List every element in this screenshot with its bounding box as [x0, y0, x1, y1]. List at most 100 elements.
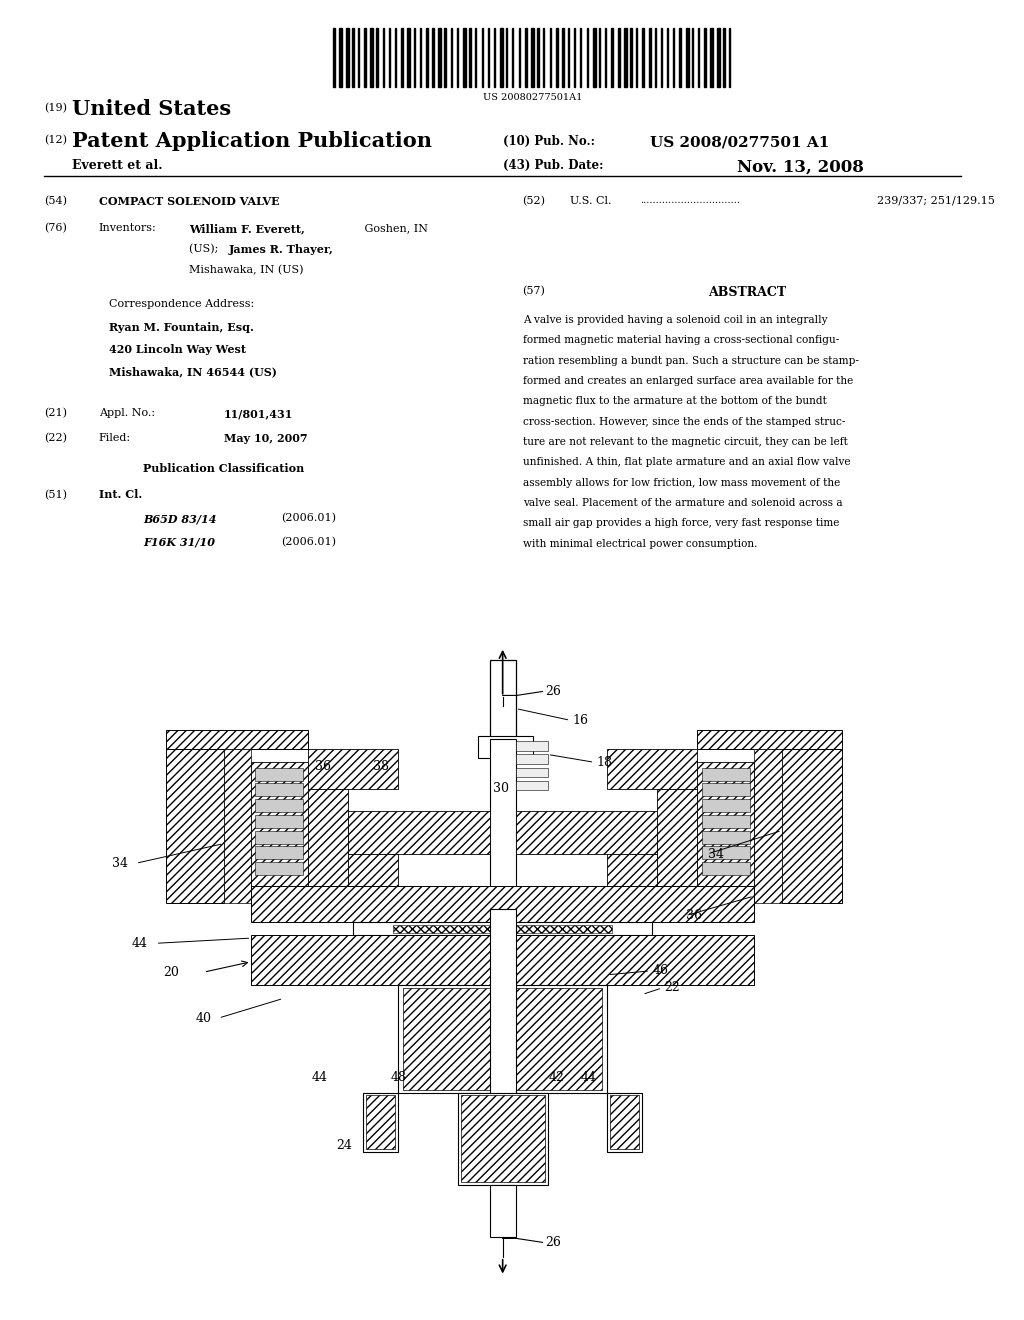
Bar — [432, 28, 434, 87]
Bar — [377, 28, 378, 87]
Text: Ryan M. Fountain, Esq.: Ryan M. Fountain, Esq. — [109, 322, 254, 333]
Text: ABSTRACT: ABSTRACT — [708, 286, 786, 300]
Bar — [702, 862, 750, 875]
Bar — [365, 28, 366, 87]
Text: Filed:: Filed: — [99, 433, 131, 444]
Bar — [711, 28, 713, 87]
Bar — [610, 1096, 639, 1150]
Bar — [255, 799, 303, 812]
Bar — [463, 28, 466, 87]
Bar — [702, 799, 750, 812]
Bar — [516, 755, 548, 764]
Bar — [255, 830, 303, 843]
Bar — [611, 28, 613, 87]
Bar — [550, 28, 551, 87]
Bar — [348, 854, 398, 886]
Bar — [403, 987, 602, 1090]
Text: 24: 24 — [336, 1139, 352, 1152]
Text: Publication Classification: Publication Classification — [143, 463, 304, 474]
Bar — [426, 28, 428, 87]
Text: 26: 26 — [546, 685, 561, 698]
Text: Appl. No.:: Appl. No.: — [99, 408, 155, 418]
Bar — [408, 28, 411, 87]
Bar — [702, 814, 750, 828]
Bar — [223, 750, 252, 903]
Bar — [562, 28, 564, 87]
Text: COMPACT SOLENOID VALVE: COMPACT SOLENOID VALVE — [99, 195, 280, 207]
Bar — [398, 985, 607, 1093]
Text: (52): (52) — [522, 195, 546, 206]
Text: 26: 26 — [546, 1236, 561, 1249]
Bar — [702, 767, 750, 780]
Bar — [556, 28, 558, 87]
Bar — [494, 28, 496, 87]
Bar — [457, 28, 459, 87]
Bar — [607, 750, 697, 788]
Bar — [345, 28, 349, 87]
Bar — [351, 28, 353, 87]
Bar — [607, 1093, 642, 1152]
Text: 20: 20 — [164, 966, 179, 978]
Bar — [702, 846, 750, 859]
Text: F16K 31/10: F16K 31/10 — [143, 537, 216, 548]
Text: 18: 18 — [596, 756, 612, 768]
Text: Correspondence Address:: Correspondence Address: — [109, 300, 254, 309]
Bar — [686, 28, 688, 87]
Bar — [705, 28, 706, 87]
Text: Goshen, IN: Goshen, IN — [361, 223, 428, 234]
Text: Everett et al.: Everett et al. — [72, 158, 163, 172]
Bar — [255, 846, 303, 859]
Text: 34: 34 — [112, 857, 128, 870]
Text: 11/801,431: 11/801,431 — [223, 408, 293, 420]
Bar — [516, 742, 548, 751]
Bar — [333, 28, 335, 87]
Bar — [438, 28, 441, 87]
Text: (2006.01): (2006.01) — [282, 537, 336, 546]
Bar — [624, 28, 627, 87]
Text: (51): (51) — [44, 490, 67, 500]
Text: Inventors:: Inventors: — [99, 223, 157, 234]
Text: (22): (22) — [44, 433, 67, 444]
Bar — [489, 739, 516, 909]
Text: 46: 46 — [652, 965, 669, 977]
Bar — [519, 28, 520, 87]
Text: (21): (21) — [44, 408, 67, 418]
Text: 16: 16 — [572, 714, 589, 727]
Bar — [516, 780, 548, 789]
Bar — [393, 925, 612, 933]
Bar — [461, 1096, 545, 1181]
Text: 22: 22 — [665, 981, 680, 994]
Bar — [697, 730, 842, 750]
Bar — [630, 28, 632, 87]
Text: 36: 36 — [686, 909, 702, 923]
Bar — [255, 862, 303, 875]
Bar — [654, 28, 656, 87]
Text: James R. Thayer,: James R. Thayer, — [228, 244, 334, 255]
Text: Mishawaka, IN (US): Mishawaka, IN (US) — [188, 265, 303, 276]
Bar — [702, 783, 750, 796]
Bar — [166, 750, 223, 903]
Text: with minimal electrical power consumption.: with minimal electrical power consumptio… — [522, 539, 757, 549]
Text: A valve is provided having a solenoid coil in an integrally: A valve is provided having a solenoid co… — [522, 315, 827, 325]
Text: (10) Pub. No.:: (10) Pub. No.: — [503, 136, 595, 148]
Text: (19): (19) — [44, 103, 67, 112]
Bar — [252, 886, 754, 923]
Text: magnetic flux to the armature at the bottom of the bundt: magnetic flux to the armature at the bot… — [522, 396, 826, 407]
Bar — [642, 28, 644, 87]
Text: 34: 34 — [708, 847, 724, 861]
Bar — [353, 923, 652, 936]
Text: valve seal. Placement of the armature and solenoid across a: valve seal. Placement of the armature an… — [522, 498, 842, 508]
Text: (US);: (US); — [188, 244, 221, 255]
Bar — [458, 1093, 548, 1184]
Bar — [500, 28, 503, 87]
Bar — [717, 28, 720, 87]
Bar — [371, 28, 373, 87]
Bar — [308, 750, 398, 788]
Text: 44: 44 — [581, 1071, 596, 1084]
Text: (2006.01): (2006.01) — [282, 513, 336, 524]
Bar — [255, 767, 303, 780]
Text: (76): (76) — [44, 223, 67, 234]
Text: Int. Cl.: Int. Cl. — [99, 490, 142, 500]
Text: (54): (54) — [44, 195, 67, 206]
Bar — [255, 814, 303, 828]
